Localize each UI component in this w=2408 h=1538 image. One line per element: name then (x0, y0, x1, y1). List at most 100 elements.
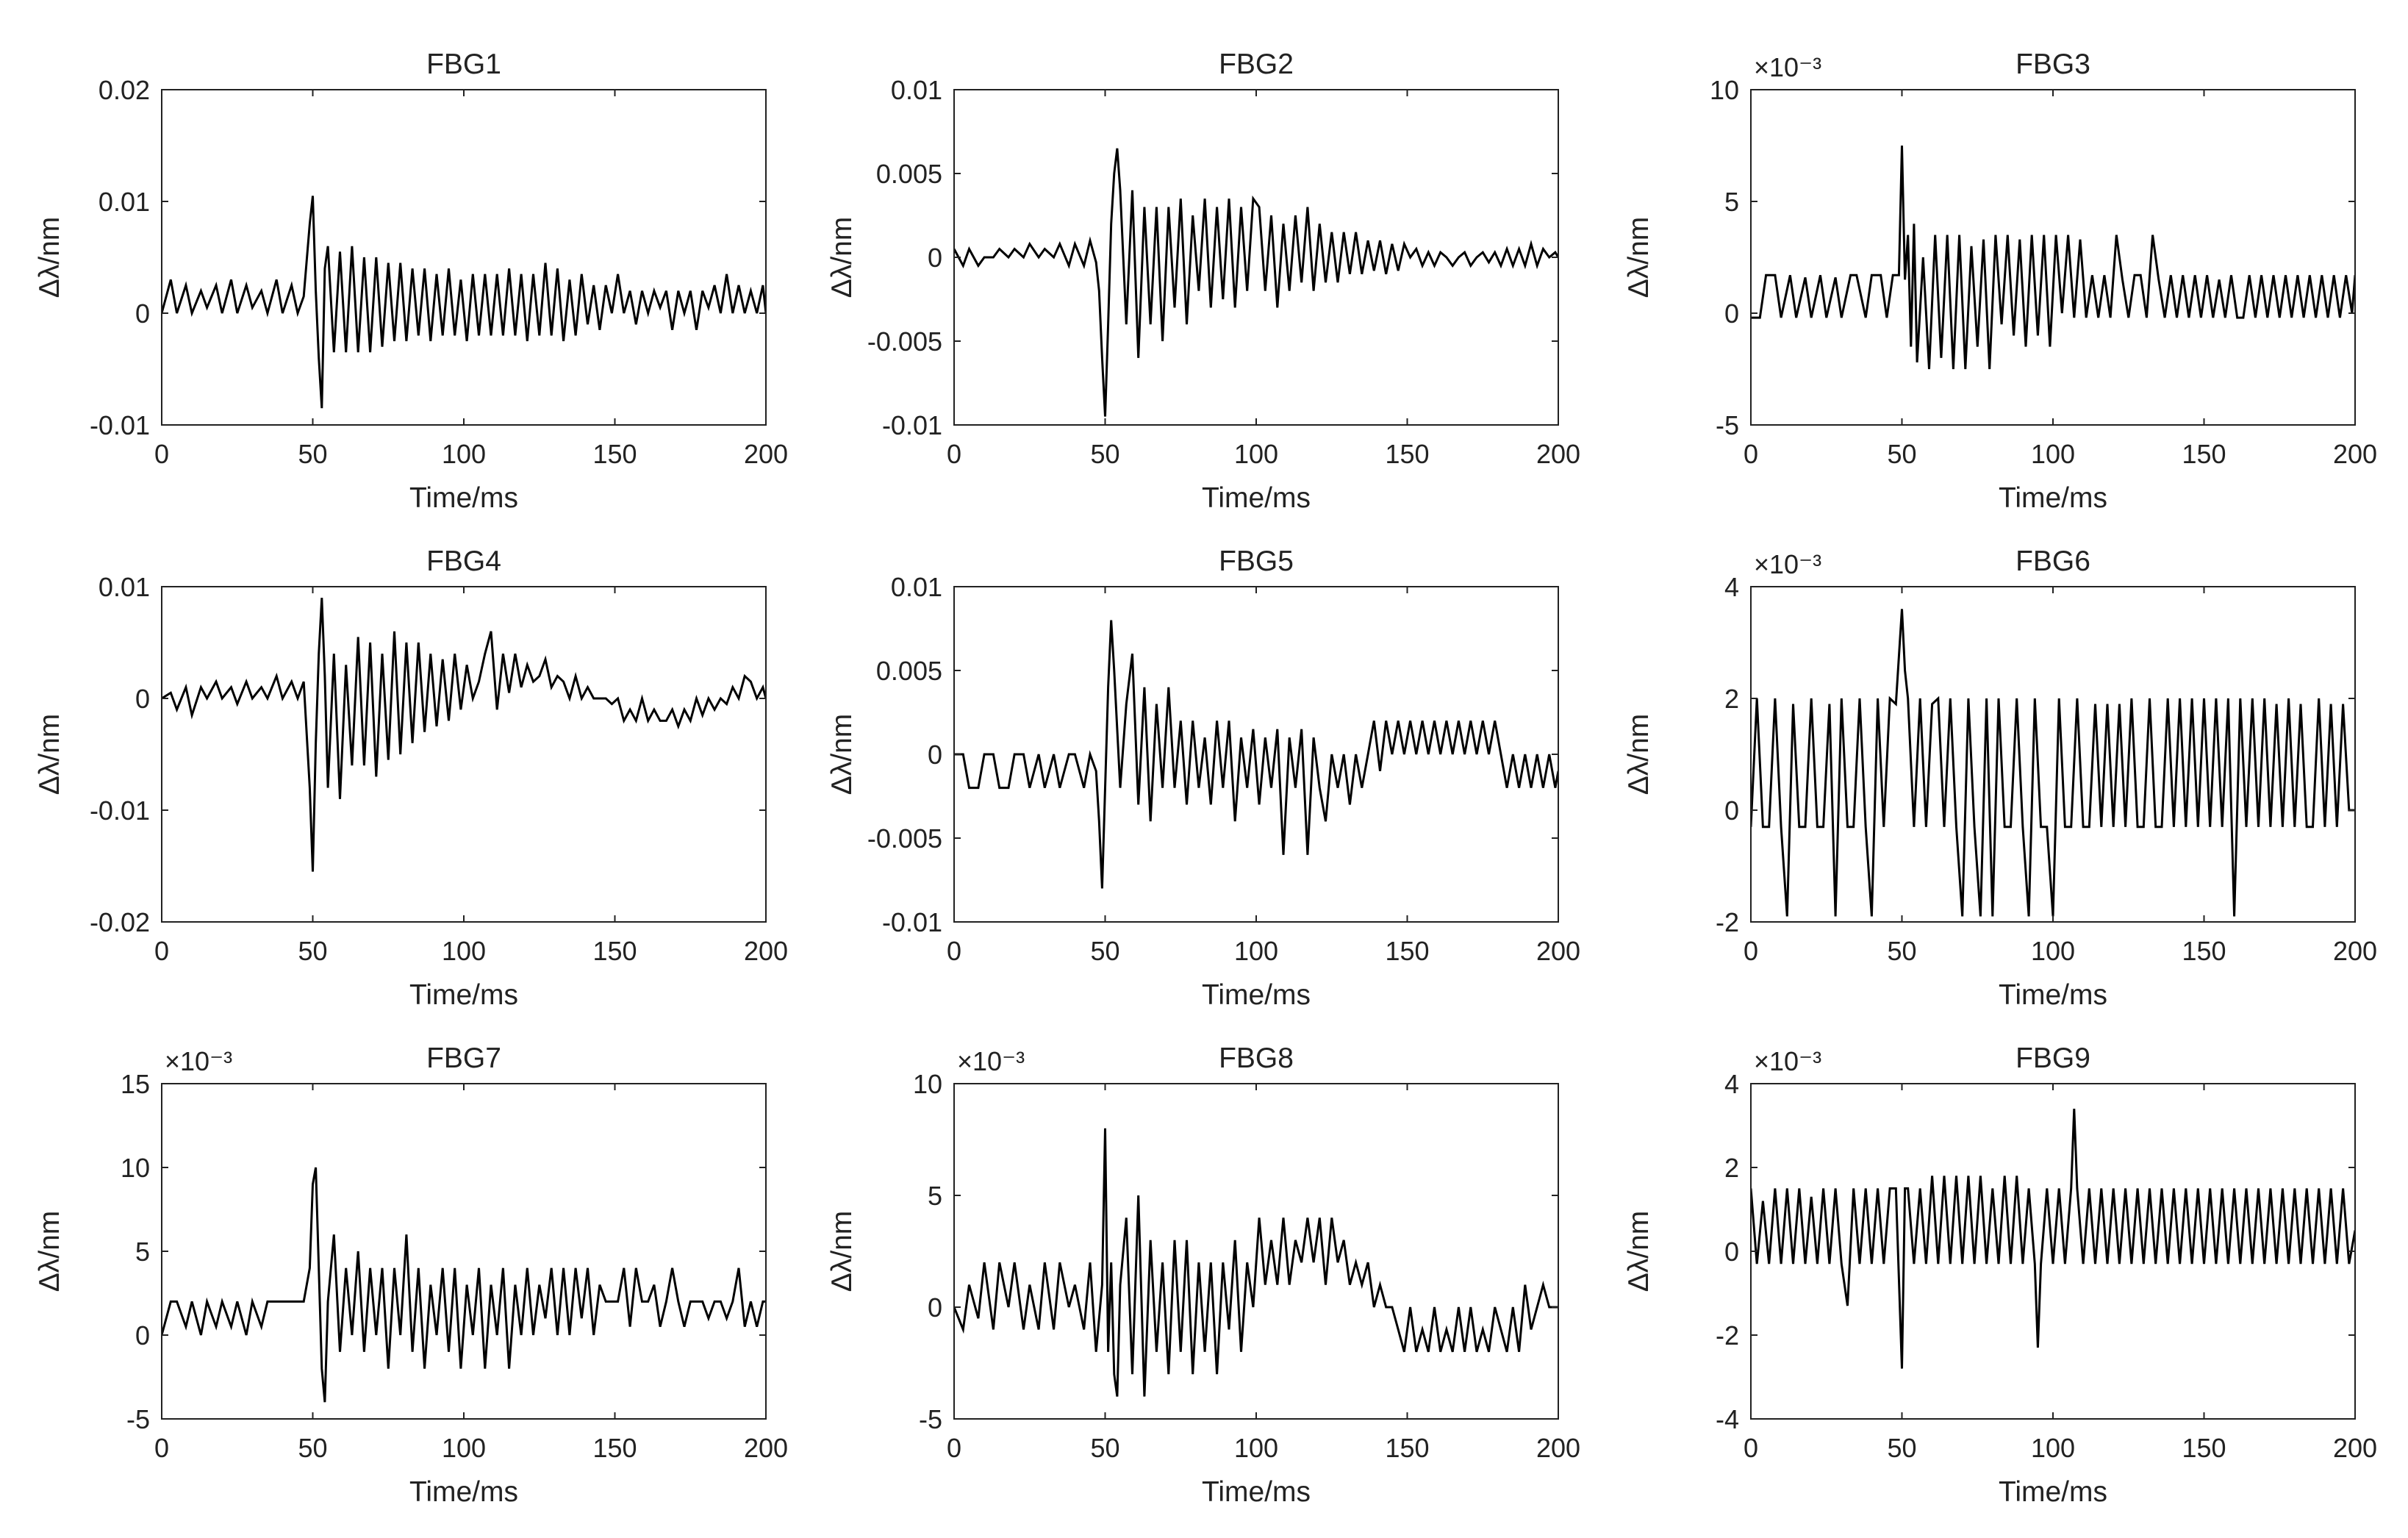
y-tick-label: 0.01 (98, 187, 150, 217)
y-tick-label: -0.02 (90, 907, 150, 937)
axes-box (1750, 586, 2356, 923)
y-tick-label: 5 (928, 1181, 942, 1211)
y-tick-label: 0.01 (891, 572, 942, 602)
x-tick-label: 0 (1744, 1433, 1758, 1463)
x-tick-label: 100 (1234, 439, 1278, 469)
axis-exponent-label: ×10⁻³ (1754, 549, 1821, 579)
series-line-FBG7 (162, 1167, 766, 1403)
subplot-5: FBG5 0 50 100 150 200 -0.01 -0.005 0 0.005 0.01 Tim… (826, 546, 1580, 1011)
x-tick-label: 100 (2031, 439, 2075, 469)
y-tick-label: -0.005 (867, 823, 942, 854)
x-tick-label: 150 (592, 936, 637, 966)
x-axis-label: Time/ms (1202, 979, 1311, 1011)
y-tick-label: 0 (1724, 298, 1739, 329)
x-tick-label: 200 (2333, 1433, 2377, 1463)
subplot-9: FBG9 0 50 100 150 200 -4 -2 0 2 4 Time/ms Δλ/nm ×10⁻³ (1623, 1042, 2377, 1508)
y-tick-label: 5 (135, 1237, 150, 1267)
y-axis-label: Δλ/nm (826, 217, 858, 298)
series-line-FBG8 (954, 1128, 1558, 1397)
y-tick-label: 4 (1724, 572, 1739, 602)
y-tick-label: 10 (913, 1069, 942, 1099)
x-tick-label: 100 (442, 1433, 486, 1463)
x-tick-label: 100 (2031, 1433, 2075, 1463)
y-axis-label: Δλ/nm (1623, 714, 1655, 795)
x-tick-label: 200 (744, 936, 788, 966)
x-tick-label: 200 (1536, 936, 1580, 966)
x-tick-label: 150 (2182, 1433, 2226, 1463)
x-axis-label: Time/ms (1999, 482, 2107, 514)
y-tick-label: 0.01 (98, 572, 150, 602)
x-tick-label: 200 (1536, 439, 1580, 469)
x-tick-label: 0 (947, 439, 961, 469)
y-tick-label: -5 (126, 1404, 150, 1434)
y-tick-label: 0.02 (98, 75, 150, 105)
y-tick-label: -0.005 (867, 326, 942, 357)
y-tick-label: 0.005 (876, 159, 942, 189)
subplot-title: FBG5 (1219, 546, 1294, 577)
subplot-4: FBG4 0 50 100 150 200 -0.02 -0.01 0 0.01 Time/ms Δλ… (34, 546, 788, 1011)
x-tick-label: 100 (442, 439, 486, 469)
x-axis-label: Time/ms (1202, 1476, 1311, 1508)
x-tick-label: 100 (1234, 1433, 1278, 1463)
y-tick-label: -2 (1716, 1320, 1739, 1351)
y-tick-label: 0 (928, 243, 942, 273)
y-tick-label: 0.01 (891, 75, 942, 105)
x-tick-label: 200 (2333, 439, 2377, 469)
series-line-FBG5 (954, 620, 1558, 889)
y-axis-label: Δλ/nm (34, 714, 65, 795)
y-axis-label: Δλ/nm (826, 1211, 858, 1292)
x-tick-label: 150 (592, 1433, 637, 1463)
y-tick-label: -0.01 (90, 410, 150, 440)
axes-box (161, 586, 767, 923)
y-tick-label: 4 (1724, 1069, 1739, 1099)
x-tick-label: 0 (1744, 439, 1758, 469)
y-tick-label: 2 (1724, 1153, 1739, 1183)
x-tick-label: 50 (298, 936, 327, 966)
y-tick-label: 2 (1724, 684, 1739, 714)
x-tick-label: 50 (1090, 439, 1119, 469)
subplot-title: FBG1 (426, 49, 501, 80)
x-tick-label: 200 (744, 439, 788, 469)
x-tick-label: 150 (2182, 439, 2226, 469)
y-axis-label: Δλ/nm (1623, 1211, 1655, 1292)
y-tick-label: 5 (1724, 187, 1739, 217)
x-tick-label: 50 (1887, 1433, 1916, 1463)
x-tick-label: 0 (947, 936, 961, 966)
x-tick-label: 150 (1385, 439, 1429, 469)
y-tick-label: -0.01 (882, 907, 942, 937)
y-tick-label: 0 (928, 1292, 942, 1323)
y-tick-label: -2 (1716, 907, 1739, 937)
axes-box (161, 1083, 767, 1420)
x-tick-label: 150 (2182, 936, 2226, 966)
x-tick-label: 200 (744, 1433, 788, 1463)
x-tick-label: 100 (1234, 936, 1278, 966)
x-tick-label: 50 (1090, 1433, 1119, 1463)
x-tick-label: 0 (154, 1433, 169, 1463)
series-line-FBG4 (162, 598, 766, 872)
x-tick-label: 200 (1536, 1433, 1580, 1463)
axes-box (1750, 89, 2356, 426)
x-tick-label: 0 (154, 439, 169, 469)
x-tick-label: 0 (1744, 936, 1758, 966)
y-tick-label: -4 (1716, 1404, 1739, 1434)
x-axis-label: Time/ms (1999, 1476, 2107, 1508)
y-tick-label: 0 (928, 740, 942, 770)
y-tick-label: 10 (1710, 75, 1739, 105)
subplot-title: FBG2 (1219, 49, 1294, 80)
subplot-title: FBG4 (426, 546, 501, 577)
x-tick-label: 200 (2333, 936, 2377, 966)
y-tick-label: 0 (1724, 795, 1739, 826)
axis-exponent-label: ×10⁻³ (165, 1046, 232, 1076)
y-tick-label: -0.01 (882, 410, 942, 440)
x-tick-label: 50 (298, 1433, 327, 1463)
y-tick-label: 0.005 (876, 656, 942, 686)
x-tick-label: 0 (947, 1433, 961, 1463)
subplot-2: FBG2 0 50 100 150 200 -0.01 -0.005 0 0.005 0.01 Tim… (826, 49, 1580, 514)
y-tick-label: 0 (1724, 1237, 1739, 1267)
x-axis-label: Time/ms (1202, 482, 1311, 514)
x-tick-label: 50 (1887, 439, 1916, 469)
x-tick-label: 150 (592, 439, 637, 469)
